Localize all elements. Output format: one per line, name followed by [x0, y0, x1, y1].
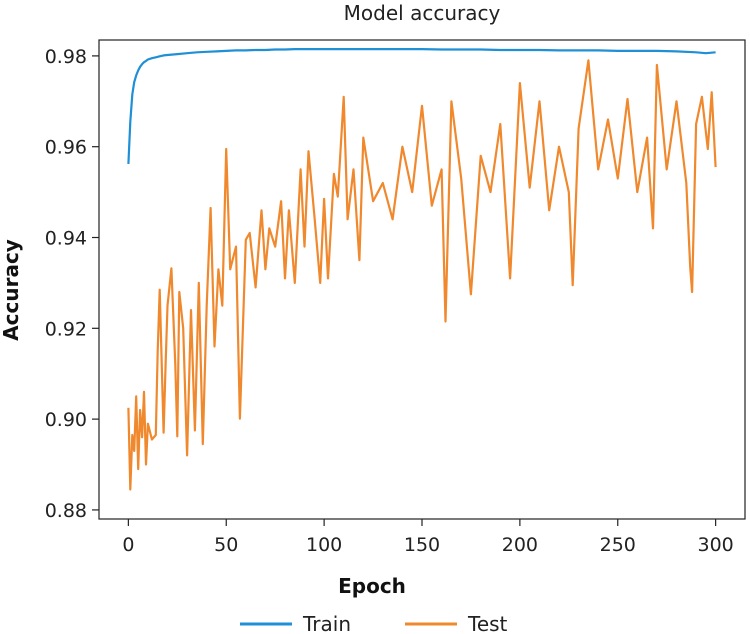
x-tick-label: 150	[404, 534, 440, 556]
y-tick-label: 0.90	[45, 409, 87, 431]
x-tick-label: 200	[502, 534, 538, 556]
x-axis-title: Epoch	[338, 574, 406, 598]
legend: Train Test	[240, 612, 508, 634]
chart-title: Model accuracy	[344, 1, 501, 25]
series-line-test	[127, 59, 717, 491]
y-tick-label: 0.96	[45, 137, 87, 159]
x-axis: 0 50 100 150 200 250 300	[122, 519, 734, 556]
y-tick-label: 0.98	[45, 46, 87, 68]
y-axis-title: Accuracy	[0, 239, 23, 341]
x-tick-label: 300	[698, 534, 734, 556]
series-layer	[127, 47, 717, 491]
legend-label-train: Train	[302, 612, 351, 634]
x-tick-label: 50	[214, 534, 238, 556]
y-tick-label: 0.88	[45, 500, 87, 522]
series-line-train	[127, 47, 716, 164]
x-tick-label: 0	[122, 534, 134, 556]
y-tick-label: 0.94	[45, 228, 87, 250]
y-axis: 0.88 0.90 0.92 0.94 0.96 0.98	[45, 46, 99, 522]
x-tick-label: 250	[600, 534, 636, 556]
legend-label-test: Test	[467, 612, 508, 634]
x-tick-label: 100	[306, 534, 342, 556]
y-tick-label: 0.92	[45, 318, 87, 340]
